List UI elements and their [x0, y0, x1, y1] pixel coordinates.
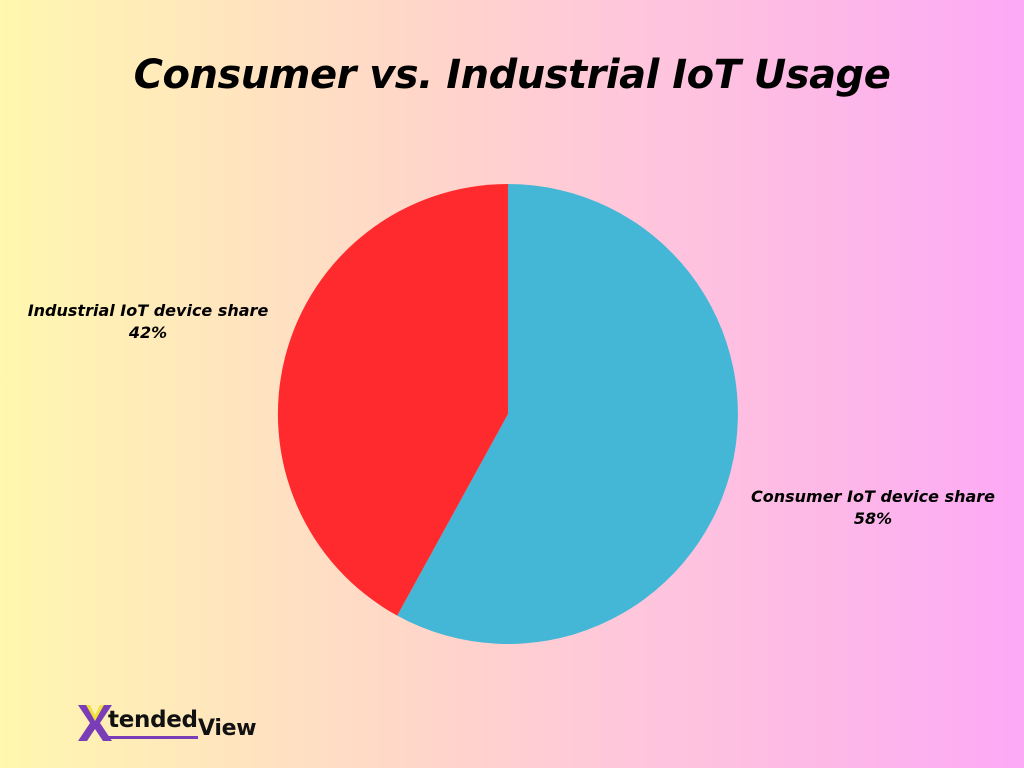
logo-text-view: View [198, 716, 257, 741]
logo-x-mark-icon [78, 705, 112, 741]
label-consumer-value: 58% [853, 509, 893, 528]
label-consumer-name: Consumer IoT device share [750, 487, 996, 506]
logo-text-tended: tended [108, 707, 198, 733]
label-industrial-value: 42% [128, 323, 168, 342]
pie-slice-industrial [277, 183, 508, 616]
logo-underline [106, 736, 198, 739]
label-industrial: Industrial IoT device share 42% [8, 300, 288, 344]
label-industrial-name: Industrial IoT device share [27, 301, 269, 320]
chart-title: Consumer vs. Industrial IoT Usage [133, 52, 891, 98]
label-consumer: Consumer IoT device share 58% [732, 486, 1014, 530]
xtendedview-logo: tended View [78, 703, 268, 745]
pie-slice-consumer [397, 184, 738, 644]
